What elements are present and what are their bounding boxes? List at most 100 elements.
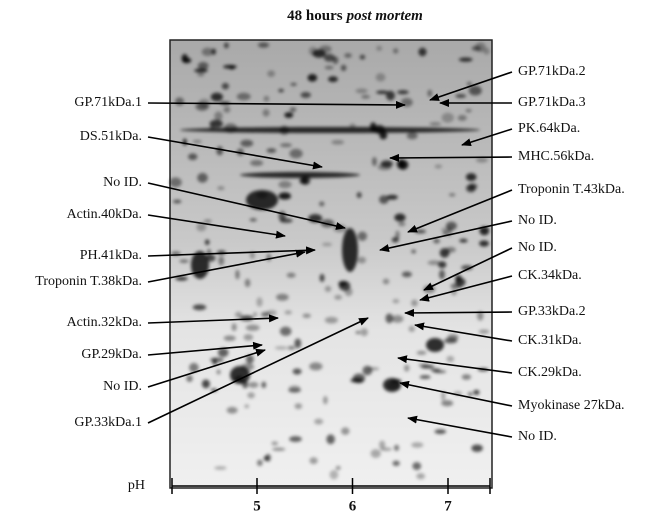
spot xyxy=(461,374,472,380)
spot xyxy=(280,143,292,148)
spot xyxy=(473,389,480,395)
spot xyxy=(379,131,388,140)
arrow xyxy=(147,246,316,257)
spot xyxy=(427,260,441,266)
spot xyxy=(382,278,390,285)
spot xyxy=(406,132,418,140)
spot xyxy=(441,390,446,401)
spot xyxy=(361,94,371,99)
spot xyxy=(444,337,458,344)
arrow xyxy=(397,355,513,374)
spot xyxy=(197,172,208,183)
spot xyxy=(191,251,209,279)
spot xyxy=(397,90,409,95)
spot xyxy=(418,47,427,57)
spot xyxy=(383,378,401,392)
spot xyxy=(182,138,187,146)
spot xyxy=(461,265,473,271)
spot xyxy=(349,123,356,128)
spot xyxy=(188,153,198,161)
spot xyxy=(411,442,424,448)
spot xyxy=(240,172,360,178)
spot xyxy=(226,406,238,414)
protein-label: CK.34kDa. xyxy=(518,268,582,283)
spot xyxy=(223,42,229,49)
spot xyxy=(465,109,472,113)
spot xyxy=(245,354,254,364)
spot xyxy=(455,94,467,98)
spot xyxy=(192,139,202,144)
spot xyxy=(362,365,373,376)
spot xyxy=(392,299,400,304)
spot xyxy=(221,82,230,90)
spot xyxy=(331,139,345,145)
spot xyxy=(392,460,400,466)
spot xyxy=(196,222,207,232)
tick-label: 6 xyxy=(349,498,357,514)
spot xyxy=(323,53,335,62)
spot xyxy=(247,392,255,399)
spot xyxy=(427,89,433,97)
protein-label: GP.71kDa.2 xyxy=(518,64,586,79)
protein-label: CK.29kDa. xyxy=(518,365,582,380)
spot xyxy=(289,148,303,159)
spot xyxy=(169,177,182,188)
spot xyxy=(441,112,454,123)
spot xyxy=(340,64,347,72)
spot xyxy=(223,335,236,341)
tick-label: 7 xyxy=(444,498,452,514)
spot xyxy=(379,440,386,450)
spot xyxy=(355,331,361,335)
protein-label: CK.31kDa. xyxy=(518,333,582,348)
spot xyxy=(450,283,463,289)
arrow xyxy=(147,214,286,239)
spot xyxy=(249,251,255,259)
protein-label: GP.29kDa. xyxy=(81,347,142,362)
spot xyxy=(439,248,450,258)
spot xyxy=(294,403,303,410)
arrow xyxy=(407,189,513,233)
spot xyxy=(278,88,284,93)
protein-label: GP.71kDa.1 xyxy=(74,95,142,110)
spot xyxy=(341,427,350,435)
spot xyxy=(272,447,286,451)
spot xyxy=(457,115,467,121)
spot xyxy=(471,46,482,51)
spot xyxy=(286,272,296,278)
protein-label: GP.33kDa.1 xyxy=(74,415,142,430)
spot xyxy=(194,68,208,73)
spot xyxy=(284,112,294,118)
spot xyxy=(218,256,225,266)
spot xyxy=(344,53,352,58)
spot xyxy=(249,218,257,222)
spot xyxy=(284,310,292,315)
spot xyxy=(252,312,258,317)
protein-label: Myokinase 27kDa. xyxy=(518,398,625,413)
spot xyxy=(408,325,415,333)
spot xyxy=(479,226,490,236)
spot xyxy=(434,429,447,434)
protein-label: GP.33kDa.2 xyxy=(518,304,586,319)
spot xyxy=(266,148,277,153)
spot xyxy=(288,388,302,393)
spot xyxy=(234,311,243,318)
spot xyxy=(443,230,448,236)
spot xyxy=(416,350,427,355)
spot xyxy=(197,73,205,77)
spot xyxy=(263,95,270,102)
spot xyxy=(372,156,377,167)
spot xyxy=(197,61,209,70)
spot xyxy=(418,363,429,367)
spot xyxy=(324,285,332,292)
spot xyxy=(395,230,400,240)
spot xyxy=(466,81,472,86)
spot xyxy=(479,240,489,247)
spot xyxy=(290,82,297,86)
spot xyxy=(329,470,339,480)
spot xyxy=(322,395,328,405)
arrow xyxy=(147,314,279,324)
spot xyxy=(319,45,332,53)
spot xyxy=(180,127,480,133)
arrow xyxy=(419,275,513,302)
